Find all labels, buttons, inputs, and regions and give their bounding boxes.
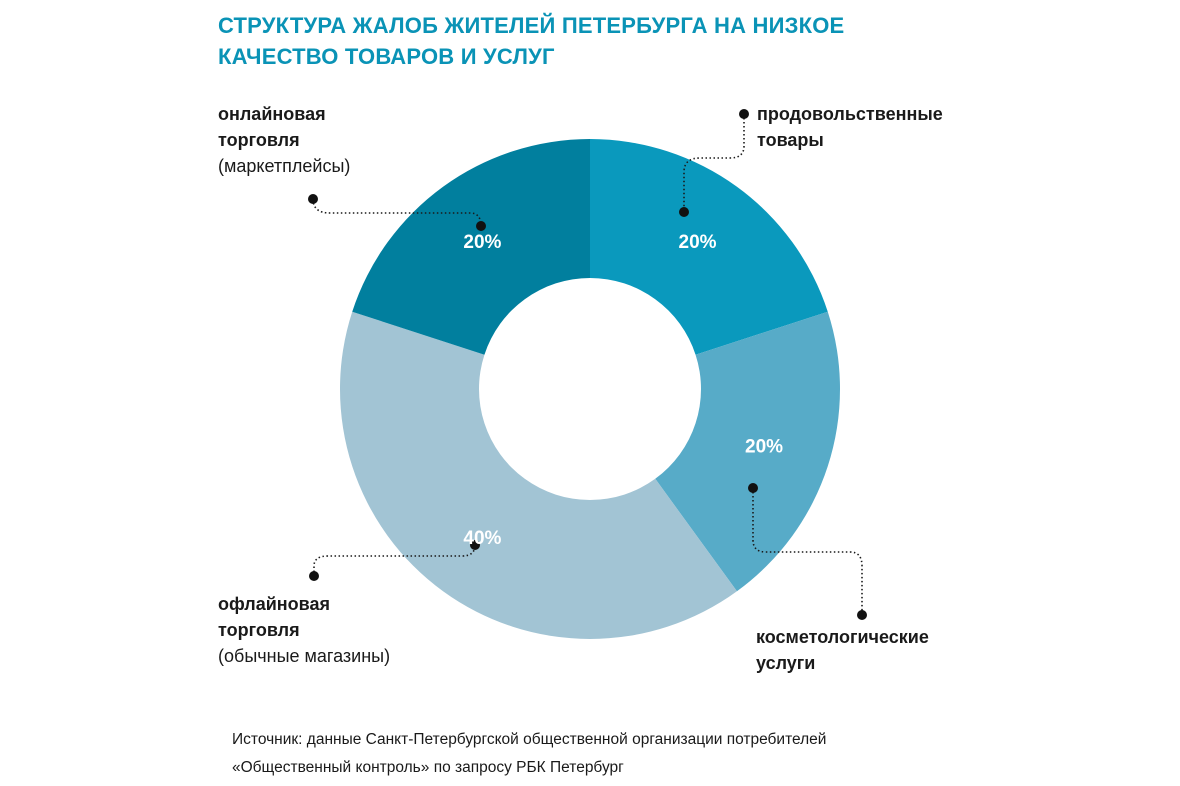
label-offline-trade-line-1: офлайновая [218, 594, 331, 614]
slice-food-products [590, 139, 828, 355]
label-online-trade-line-3: (маркетплейсы) [218, 156, 351, 176]
source-note-line-2: «Общественный контроль» по запросу РБК П… [232, 759, 624, 776]
label-online-trade: онлайновая торговля (маркетплейсы) [218, 101, 350, 179]
leader-offline-trade-dot-1 [309, 571, 319, 581]
leader-cosmetic-services-dot-1 [748, 483, 758, 493]
slice-offline-trade [340, 311, 737, 640]
label-online-trade-line-2: торговля [218, 130, 300, 150]
leader-cosmetic-services [748, 483, 867, 620]
chart-title-line-1: СТРУКТУРА ЖАЛОБ ЖИТЕЛЕЙ ПЕТЕРБУРГА НА НИ… [218, 13, 845, 38]
leader-food-products [679, 109, 749, 217]
leader-online-trade-dot-2 [476, 221, 486, 231]
leader-offline-trade-dot-2 [470, 540, 480, 550]
pct-label-food-products: 20% [679, 232, 717, 253]
leader-lines [308, 109, 867, 620]
label-offline-trade-line-2: торговля [218, 620, 300, 640]
source-note: Источник: данные Санкт-Петербургской общ… [232, 726, 826, 782]
label-offline-trade-line-3: (обычные магазины) [218, 646, 391, 666]
label-online-trade-line-1: онлайновая [218, 104, 326, 124]
leader-offline-trade-path [313, 544, 476, 576]
slice-online-trade [352, 139, 590, 355]
percent-labels: 20% 20% 40% 20% [463, 232, 783, 549]
leader-online-trade [308, 194, 486, 231]
leader-food-products-dot-1 [739, 109, 749, 119]
label-cosmetic-services-line-1: косметологические [756, 627, 929, 647]
leader-cosmetic-services-path [752, 488, 863, 615]
slice-cosmetic-services [655, 311, 840, 592]
label-food-products-line-1: продовольственные [757, 104, 943, 124]
label-cosmetic-services-line-2: услуги [756, 653, 816, 673]
pct-label-online-trade: 20% [463, 232, 501, 253]
label-offline-trade: офлайновая торговля (обычные магазины) [218, 591, 390, 669]
label-cosmetic-services: косметологические услуги [756, 624, 929, 676]
label-food-products-line-2: товары [757, 130, 824, 150]
leader-offline-trade [309, 540, 480, 581]
source-note-line-1: Источник: данные Санкт-Петербургской общ… [232, 731, 827, 748]
leader-online-trade-dot-1 [308, 194, 318, 204]
pct-label-offline-trade: 40% [463, 528, 501, 549]
chart-title: СТРУКТУРА ЖАЛОБ ЖИТЕЛЕЙ ПЕТЕРБУРГА НА НИ… [218, 10, 978, 72]
donut-slices [340, 139, 840, 640]
leader-food-products-dot-2 [679, 207, 689, 217]
pct-label-cosmetic-services: 20% [745, 437, 783, 458]
leader-food-products-path [683, 114, 745, 212]
label-food-products: продовольственные товары [757, 101, 943, 153]
chart-title-line-2: КАЧЕСТВО ТОВАРОВ И УСЛУГ [218, 44, 555, 69]
leader-cosmetic-services-dot-2 [857, 610, 867, 620]
